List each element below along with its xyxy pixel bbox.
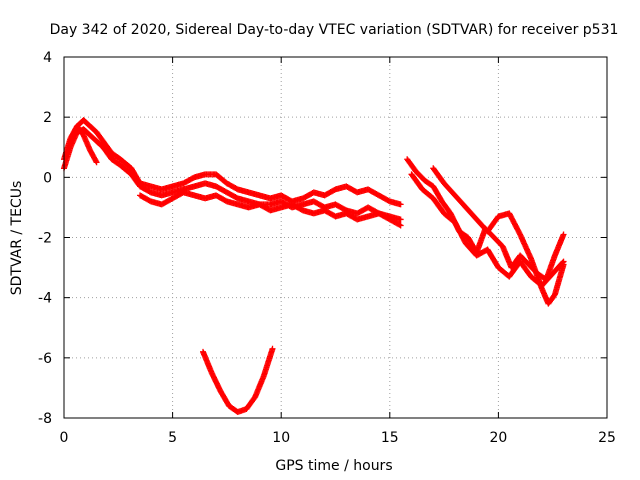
series-track-5 bbox=[404, 156, 567, 283]
chart-title: Day 342 of 2020, Sidereal Day-to-day VTE… bbox=[50, 22, 619, 38]
series-track-8 bbox=[200, 345, 276, 415]
series-track-4 bbox=[137, 189, 404, 229]
grid bbox=[64, 57, 607, 418]
data-point bbox=[396, 221, 403, 228]
y-axis-label: SDTVAR / TECUs bbox=[9, 181, 25, 296]
y-tick-label: 4 bbox=[43, 50, 52, 66]
data-point bbox=[397, 216, 404, 223]
x-axis-label: GPS time / hours bbox=[275, 458, 392, 474]
data-point bbox=[560, 231, 567, 238]
x-tick-label: 25 bbox=[598, 430, 616, 446]
x-tick-label: 5 bbox=[168, 430, 177, 446]
y-tick-label: -4 bbox=[38, 291, 52, 307]
data-points bbox=[61, 117, 567, 415]
series-track-3 bbox=[67, 123, 100, 166]
series-track-7 bbox=[430, 165, 567, 307]
x-tick-label: 20 bbox=[489, 430, 507, 446]
data-point bbox=[269, 345, 276, 352]
series-track-2 bbox=[61, 126, 404, 223]
y-tick-label: -8 bbox=[38, 411, 52, 427]
y-axis-ticks: -8 -6 -4 -2 0 2 4 bbox=[38, 50, 607, 427]
x-tick-label: 0 bbox=[60, 430, 69, 446]
data-point bbox=[560, 261, 567, 268]
data-point bbox=[93, 159, 100, 166]
data-point bbox=[397, 201, 404, 208]
y-tick-label: 2 bbox=[43, 110, 52, 126]
y-tick-label: 0 bbox=[43, 170, 52, 186]
series-track-6 bbox=[408, 171, 567, 289]
x-tick-label: 15 bbox=[381, 430, 399, 446]
y-tick-label: -2 bbox=[38, 231, 52, 247]
data-point bbox=[92, 158, 99, 165]
x-tick-label: 10 bbox=[272, 430, 290, 446]
data-point bbox=[397, 222, 404, 229]
plot-frame bbox=[63, 56, 608, 419]
y-tick-label: -6 bbox=[38, 351, 52, 367]
x-axis-ticks: 0 5 10 15 20 25 bbox=[60, 57, 616, 446]
